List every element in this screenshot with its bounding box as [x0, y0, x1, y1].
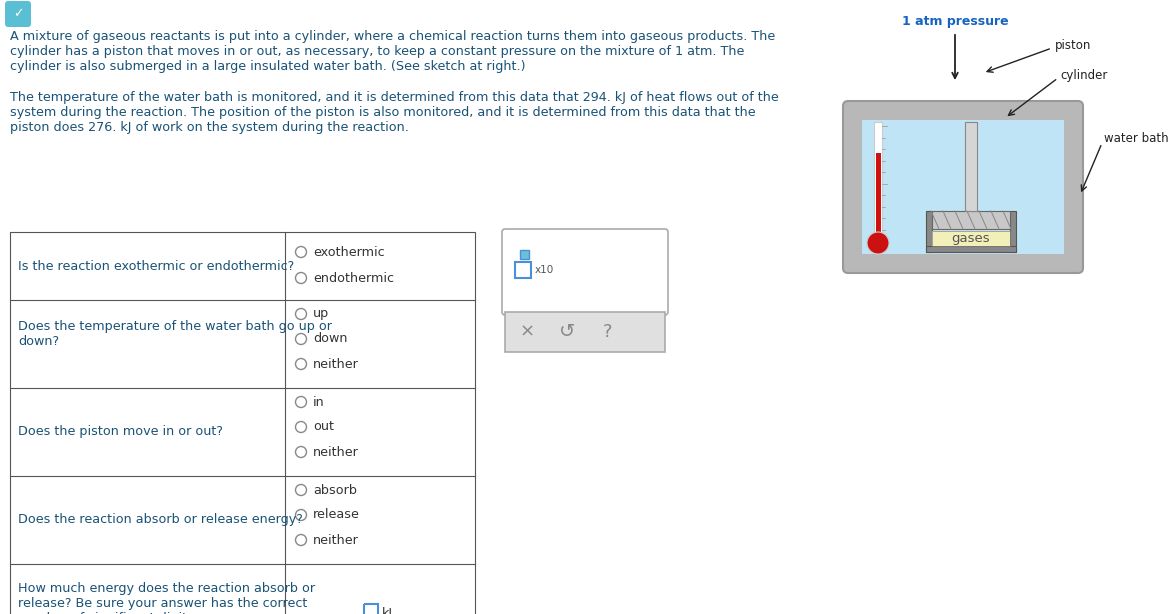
Text: piston does 276. kJ of work on the system during the reaction.: piston does 276. kJ of work on the syste… [11, 121, 409, 134]
Text: up: up [313, 308, 329, 321]
Text: A mixture of gaseous reactants is put into a cylinder, where a chemical reaction: A mixture of gaseous reactants is put in… [11, 30, 775, 43]
Text: release: release [313, 508, 360, 521]
Text: The temperature of the water bath is monitored, and it is determined from this d: The temperature of the water bath is mon… [11, 91, 778, 104]
Text: ?: ? [602, 323, 612, 341]
Text: water bath: water bath [1104, 131, 1168, 144]
Bar [875, 153, 880, 234]
Bar [861, 120, 1064, 254]
Bar [520, 250, 529, 259]
Bar [874, 122, 883, 234]
Text: out: out [313, 421, 334, 433]
Bar [932, 211, 1010, 229]
Text: in: in [313, 395, 325, 408]
Bar [1010, 211, 1016, 252]
Text: 1 atm pressure: 1 atm pressure [901, 15, 1008, 28]
Bar [965, 122, 977, 211]
FancyBboxPatch shape [5, 1, 30, 27]
Text: How much energy does the reaction absorb or: How much energy does the reaction absorb… [18, 582, 315, 595]
FancyBboxPatch shape [502, 229, 668, 315]
Text: Is the reaction exothermic or endothermic?: Is the reaction exothermic or endothermi… [18, 260, 294, 273]
Text: ✓: ✓ [13, 7, 23, 20]
Bar [932, 231, 1010, 246]
Bar [932, 231, 1010, 246]
Text: gases: gases [952, 232, 990, 245]
Text: ↺: ↺ [559, 322, 575, 341]
Text: ×: × [519, 323, 534, 341]
FancyBboxPatch shape [843, 101, 1083, 273]
Bar [926, 246, 1016, 252]
Text: cylinder has a piston that moves in or out, as necessary, to keep a constant pre: cylinder has a piston that moves in or o… [11, 45, 744, 58]
Text: endothermic: endothermic [313, 271, 394, 284]
Bar [515, 262, 531, 278]
Circle shape [867, 232, 890, 254]
Text: piston: piston [1055, 39, 1091, 52]
Text: system during the reaction. The position of the piston is also monitored, and it: system during the reaction. The position… [11, 106, 756, 119]
Text: exothermic: exothermic [313, 246, 384, 258]
Text: down?: down? [18, 335, 59, 348]
Bar [505, 312, 665, 352]
Text: kJ: kJ [382, 607, 393, 614]
Bar [926, 211, 932, 252]
Text: Does the piston move in or out?: Does the piston move in or out? [18, 426, 223, 438]
Text: cylinder: cylinder [1059, 69, 1108, 82]
Text: neither: neither [313, 446, 359, 459]
Text: x10: x10 [534, 265, 554, 275]
Text: cylinder is also submerged in a large insulated water bath. (See sketch at right: cylinder is also submerged in a large in… [11, 60, 525, 73]
Text: absorb: absorb [313, 483, 357, 497]
Text: neither: neither [313, 534, 359, 546]
Bar [364, 604, 379, 614]
Bar [11, 232, 475, 614]
Text: Does the reaction absorb or release energy?: Does the reaction absorb or release ener… [18, 513, 302, 526]
Text: number of significant digits.: number of significant digits. [18, 612, 198, 614]
Text: neither: neither [313, 357, 359, 370]
Text: down: down [313, 333, 348, 346]
Text: Does the temperature of the water bath go up or: Does the temperature of the water bath g… [18, 320, 332, 333]
Text: release? Be sure your answer has the correct: release? Be sure your answer has the cor… [18, 597, 307, 610]
